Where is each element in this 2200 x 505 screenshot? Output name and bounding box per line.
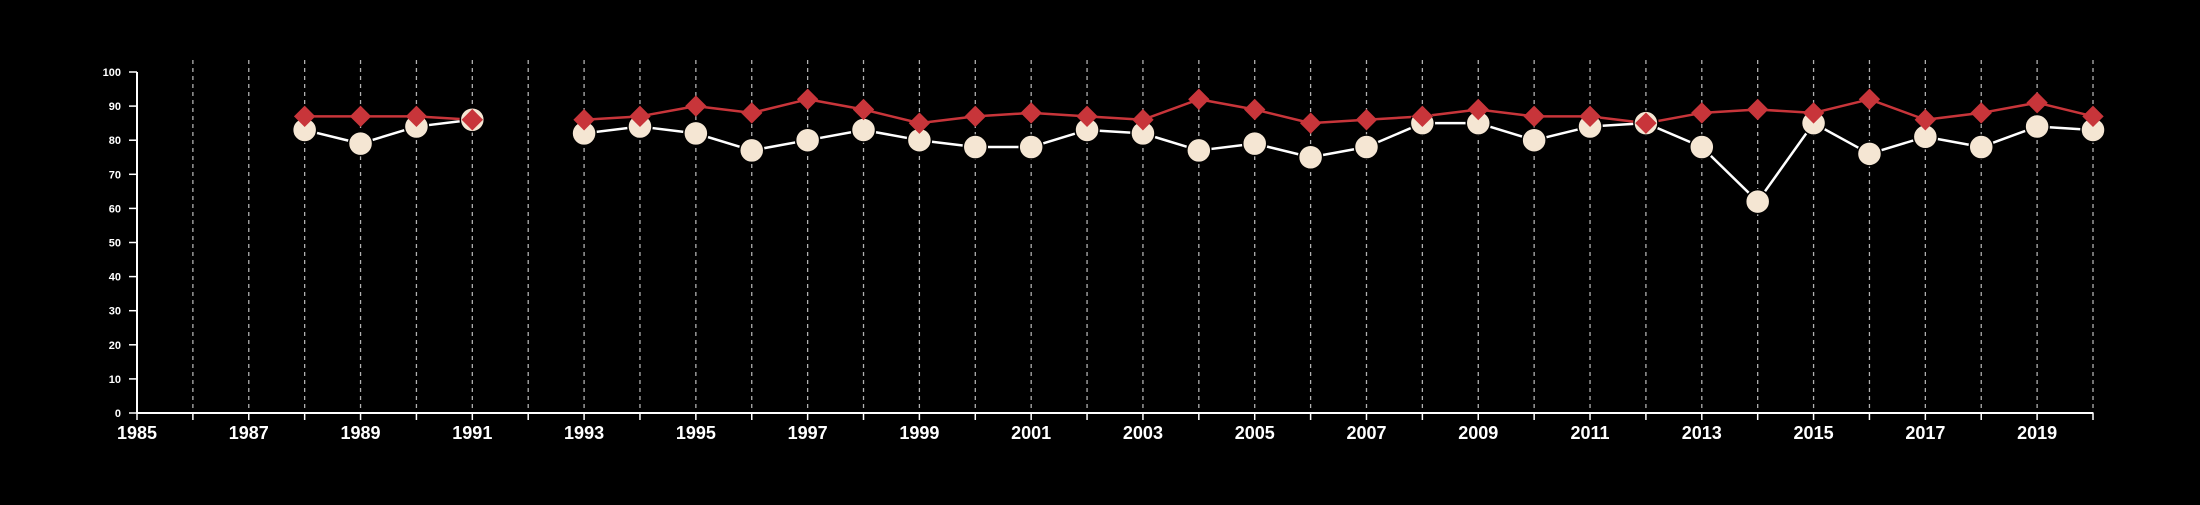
x-tick-label: 1997 <box>788 423 828 443</box>
x-tick-label: 2011 <box>1570 423 1609 443</box>
diamond-marker <box>1467 98 1489 121</box>
y-tick-label: 20 <box>109 340 121 352</box>
circle-marker <box>1968 134 1994 160</box>
y-tick-label: 0 <box>115 408 121 420</box>
diamond-marker <box>1244 98 1266 121</box>
diamond-marker <box>573 109 595 131</box>
circle-marker <box>1744 188 1771 215</box>
circle-marker <box>347 130 374 157</box>
x-tick-label: 1989 <box>341 423 381 443</box>
diamond-marker <box>1914 109 1937 131</box>
circle-marker <box>1186 137 1212 164</box>
diamond-marker <box>908 112 931 134</box>
circle-marker <box>1018 134 1044 160</box>
diamond-marker <box>741 102 763 124</box>
circle-marker <box>1297 144 1324 170</box>
circle-marker <box>1856 141 1883 167</box>
diamond-marker <box>1858 88 1881 110</box>
diamond-marker <box>1635 112 1657 134</box>
circle-marker <box>850 117 877 143</box>
x-tick-label: 2005 <box>1235 423 1275 443</box>
series-line <box>583 121 2094 203</box>
diamond-marker <box>461 109 484 131</box>
y-tick-label: 40 <box>109 272 121 284</box>
y-tick-label: 100 <box>103 67 121 79</box>
series-line <box>304 115 473 121</box>
circle-marker <box>1689 134 1715 160</box>
diamond-marker <box>1355 109 1378 131</box>
x-tick-label: 2015 <box>1794 423 1834 443</box>
diamond-marker <box>964 105 986 128</box>
y-tick-label: 80 <box>109 135 121 147</box>
x-tick-label: 2017 <box>1905 423 1945 443</box>
diamond-marker <box>2026 91 2048 114</box>
x-tick-label: 1995 <box>676 423 716 443</box>
x-tick-label: 2013 <box>1682 423 1722 443</box>
diamond-marker <box>349 105 372 128</box>
axes: 0 10 20 30 40 50 60 70 80 90 100 1985 1987 1989 1991 19… <box>103 67 2094 443</box>
diamond-marker <box>1188 88 1210 110</box>
diamond-marker <box>1523 105 1545 128</box>
circle-marker <box>738 137 765 164</box>
series-group <box>291 88 2106 215</box>
diamond-marker <box>2082 105 2104 128</box>
diamond-marker <box>1746 98 1769 121</box>
y-tick-label: 70 <box>109 169 121 181</box>
diamond-marker <box>852 98 875 121</box>
y-tick-label: 10 <box>109 374 121 386</box>
y-tick-label: 90 <box>109 101 121 113</box>
diamond-marker <box>293 105 316 128</box>
x-tick-label: 2003 <box>1123 423 1163 443</box>
x-tick-label: 1991 <box>452 423 492 443</box>
x-tick-label: 2009 <box>1458 423 1498 443</box>
series-line <box>304 118 473 145</box>
diamond-marker <box>1020 102 1042 124</box>
circle-marker <box>794 127 821 153</box>
x-tick-label: 1993 <box>564 423 604 443</box>
diamond-marker <box>1691 102 1713 124</box>
circle-marker <box>1241 130 1268 157</box>
diamond-marker <box>1299 112 1322 134</box>
y-tick-label: 60 <box>109 203 121 215</box>
circle-marker <box>962 134 989 160</box>
diamond-marker <box>1132 109 1154 131</box>
diamond-marker <box>1970 102 1992 124</box>
x-tick-label: 2019 <box>2017 423 2057 443</box>
x-tick-label: 1999 <box>899 423 939 443</box>
series-line <box>584 98 2094 125</box>
x-tick-label: 1987 <box>229 423 269 443</box>
diamond-marker <box>685 95 707 117</box>
x-tick-label: 2001 <box>1011 423 1051 443</box>
diamond-marker <box>1076 105 1098 128</box>
y-tick-label: 30 <box>109 306 121 318</box>
diamond-marker <box>405 105 428 128</box>
y-tick-label: 50 <box>109 238 121 250</box>
diamond-marker <box>629 105 651 128</box>
series <box>304 118 2094 203</box>
circle-marker <box>1353 134 1380 160</box>
x-tick-label: 1985 <box>117 423 157 443</box>
diamond-marker <box>1579 105 1601 128</box>
x-tick-label: 2007 <box>1346 423 1386 443</box>
series <box>304 98 2094 125</box>
circle-marker <box>683 120 709 147</box>
series-markers <box>293 88 2104 134</box>
diamond-marker <box>1411 105 1434 128</box>
diamond-marker <box>796 88 819 110</box>
circle-marker <box>2024 113 2050 140</box>
diamond-marker <box>1802 102 1825 124</box>
circle-marker <box>1521 127 1547 153</box>
